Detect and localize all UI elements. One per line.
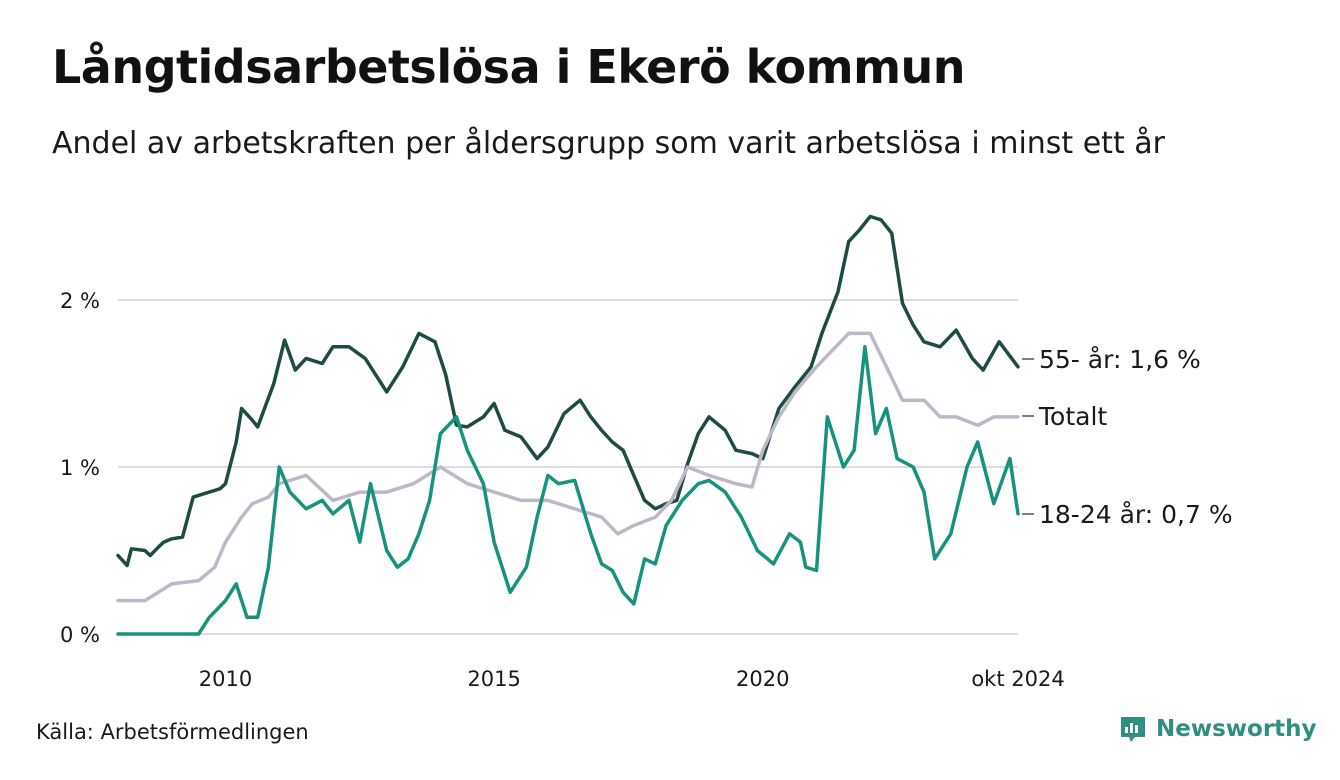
y-tick-label: 0 %	[60, 623, 100, 647]
series-end-label: 55- år: 1,6 %	[1039, 345, 1201, 374]
x-axis-ticks: 2010 2015 2020 okt 2024	[199, 667, 1065, 691]
y-tick-label: 2 %	[60, 289, 100, 313]
x-tick-label: 2015	[467, 667, 520, 691]
newsworthy-logo-icon	[1121, 717, 1145, 742]
x-tick-label: 2010	[199, 667, 252, 691]
series-end-labels: 55- år: 1,6 % Totalt 18-24 år: 0,7 %	[1022, 345, 1233, 529]
chart-subtitle: Andel av arbetskraften per åldersgrupp s…	[52, 126, 1165, 161]
gridlines	[118, 299, 1018, 635]
series-end-label: Totalt	[1038, 402, 1107, 431]
series-lines	[116, 214, 1020, 636]
chart-title: Långtidsarbetslösa i Ekerö kommun	[52, 40, 966, 94]
series-line-18-24-r	[116, 345, 1020, 636]
series-end-label: 18-24 år: 0,7 %	[1039, 500, 1233, 529]
series-line-totalt	[116, 331, 1020, 603]
source-note: Källa: Arbetsförmedlingen	[36, 720, 309, 744]
y-axis-ticks: 0 % 1 % 2 %	[60, 289, 100, 647]
x-tick-label: okt 2024	[971, 667, 1064, 691]
y-tick-label: 1 %	[60, 456, 100, 480]
brand-logo: Newsworthy	[1118, 714, 1317, 744]
brand-name: Newsworthy	[1156, 716, 1317, 742]
line-chart: 0 % 1 % 2 % 2010 2015 2020 okt 2024 55- år: 1…	[60, 214, 1233, 691]
x-tick-label: 2020	[736, 667, 789, 691]
series-line-55-r	[116, 214, 1020, 568]
